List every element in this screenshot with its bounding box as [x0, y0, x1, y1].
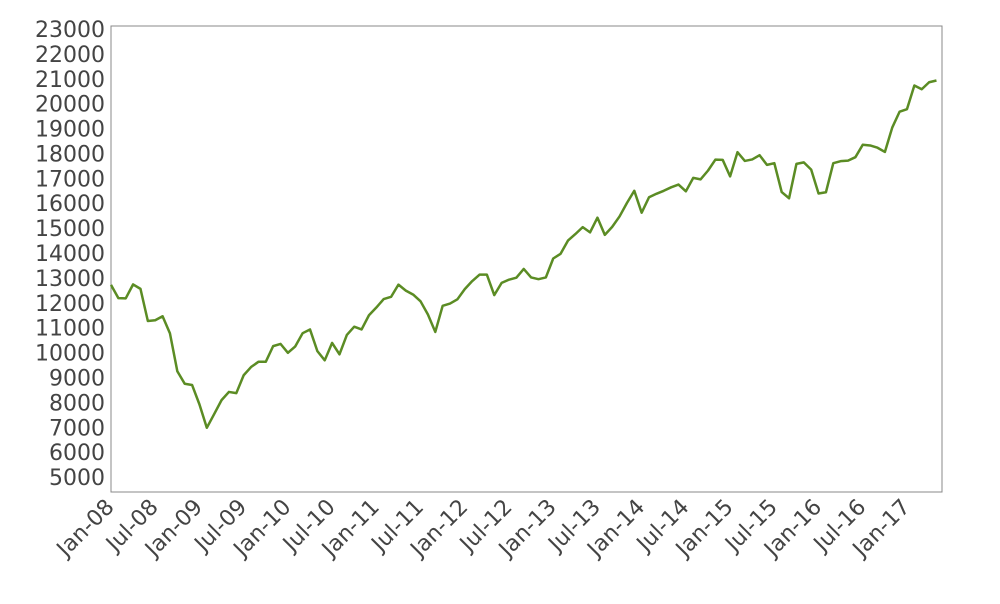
y-tick-label: 11000 — [35, 317, 105, 342]
y-tick-label: 15000 — [35, 217, 105, 242]
y-tick-label: 16000 — [35, 192, 105, 217]
y-tick-label: 6000 — [49, 441, 105, 466]
y-tick-label: 18000 — [35, 142, 105, 167]
y-tick-label: 13000 — [35, 267, 105, 292]
plot-frame — [110, 25, 943, 493]
y-tick-label: 14000 — [35, 242, 105, 267]
y-tick-label: 21000 — [35, 68, 105, 93]
y-tick-label: 20000 — [35, 93, 105, 118]
y-tick-label: 19000 — [35, 118, 105, 143]
y-tick-label: 23000 — [35, 18, 105, 43]
y-tick-label: 10000 — [35, 342, 105, 367]
y-tick-label: 7000 — [49, 416, 105, 441]
y-tick-label: 12000 — [35, 292, 105, 317]
x-tick-label: Jan-08 — [51, 495, 119, 563]
y-tick-label: 8000 — [49, 391, 105, 416]
y-tick-label: 17000 — [35, 167, 105, 192]
y-tick-label: 9000 — [49, 366, 105, 391]
y-tick-label: 22000 — [35, 43, 105, 68]
data-line — [109, 79, 937, 430]
y-tick-label: 5000 — [49, 466, 105, 491]
